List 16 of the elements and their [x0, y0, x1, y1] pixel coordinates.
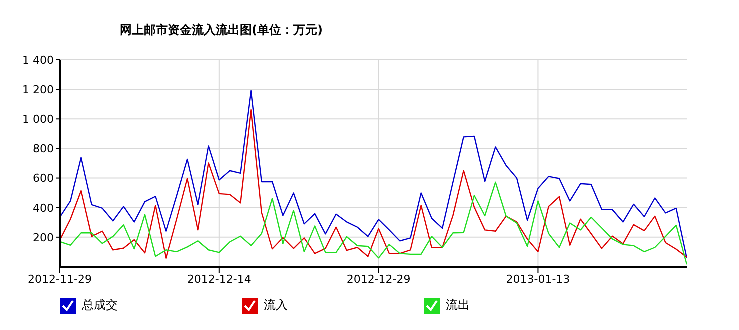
legend-label: 总成交 [82, 297, 118, 314]
y-tick-label: 1 000 [22, 113, 54, 126]
legend-label: 流出 [446, 297, 470, 314]
x-tick-label: 2012-12-14 [187, 272, 252, 286]
y-tick-label: 200 [33, 231, 54, 244]
x-tick-label: 2012-11-29 [28, 272, 92, 286]
y-tick-label: 400 [33, 202, 54, 215]
y-tick-label: 1 200 [22, 83, 54, 96]
legend-label: 流入 [264, 297, 288, 314]
chart-title: 网上邮市资金流入流出图(单位：万元) [120, 22, 323, 39]
x-tick-label: 2012-12-29 [346, 272, 411, 286]
y-tick-label: 1 400 [22, 54, 54, 67]
x-tick-label: 2013-01-13 [506, 272, 570, 286]
y-tick-label: 600 [33, 172, 54, 186]
y-tick-label: 800 [33, 142, 54, 156]
line-series [60, 182, 687, 266]
